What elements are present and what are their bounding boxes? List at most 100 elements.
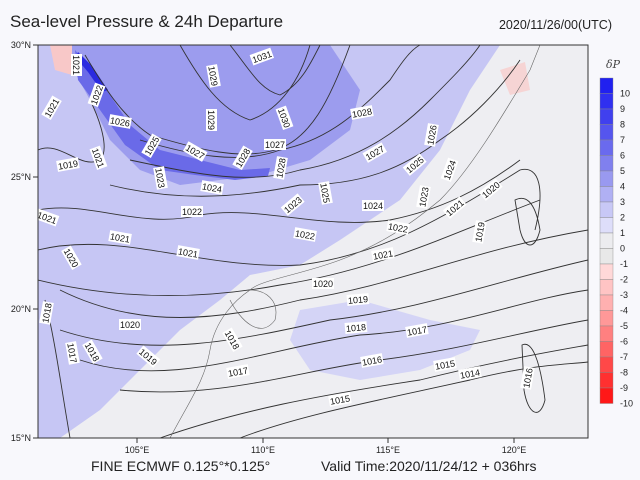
- legend-swatch: [599, 77, 614, 94]
- svg-text:1017: 1017: [227, 365, 248, 378]
- lon-tick-label: 120°E: [502, 445, 527, 455]
- legend-swatch: [599, 279, 614, 296]
- legend-label: -6: [620, 337, 628, 347]
- negative-departure-ne: [500, 62, 530, 95]
- legend-label: -4: [620, 306, 628, 316]
- legend-swatch: [599, 232, 614, 249]
- legend-swatch: [599, 387, 614, 404]
- legend-swatch: [599, 155, 614, 172]
- negative-departure-nw: [50, 45, 72, 75]
- isobar-label: 1029: [206, 64, 221, 88]
- isobar-label: 1022: [293, 227, 317, 242]
- legend-swatch: [599, 341, 614, 358]
- legend-swatch: [599, 217, 614, 234]
- svg-text:1016: 1016: [361, 354, 382, 367]
- legend-label: 6: [620, 151, 625, 161]
- svg-text:1024: 1024: [201, 181, 222, 194]
- isobar-label: 1017: [226, 364, 250, 379]
- legend-swatch: [599, 201, 614, 218]
- lat-tick-label: 20°N: [11, 304, 31, 314]
- svg-text:1026: 1026: [425, 124, 438, 145]
- isobar-label: 1017: [405, 323, 429, 338]
- svg-text:1022: 1022: [294, 228, 315, 241]
- legend-label: 3: [620, 197, 625, 207]
- legend-label: 7: [620, 135, 625, 145]
- svg-text:1019: 1019: [473, 221, 486, 242]
- legend-swatch: [599, 294, 614, 311]
- isobar-label: 1021: [108, 230, 132, 245]
- svg-text:1025: 1025: [318, 182, 331, 203]
- isobar-label: 1018: [344, 321, 368, 334]
- isobar-label: 1015: [433, 357, 457, 372]
- svg-text:1029: 1029: [206, 65, 219, 86]
- legend-swatch: [599, 93, 614, 110]
- isobar-label: 1018: [39, 301, 54, 325]
- svg-text:1019: 1019: [348, 294, 369, 306]
- legend-swatch: [599, 325, 614, 342]
- isobar-label: 1025: [318, 181, 333, 205]
- isobar-label: 1024: [200, 180, 224, 195]
- valid-time: Valid Time:2020/11/24/12 + 036hrs: [321, 458, 537, 474]
- isobar-label: 1028: [350, 105, 374, 120]
- lon-tick-label: 110°E: [251, 445, 275, 455]
- svg-text:1028: 1028: [351, 106, 372, 119]
- legend-label: 0: [620, 244, 625, 254]
- svg-text:1021: 1021: [71, 55, 81, 75]
- svg-text:1021: 1021: [372, 248, 393, 261]
- svg-text:1022: 1022: [387, 221, 408, 234]
- legend-label: 10: [620, 89, 630, 99]
- lon-tick-label: 105°E: [125, 445, 150, 455]
- svg-text:1022: 1022: [182, 207, 202, 217]
- forecast-datetime: 2020/11/26/00(UTC): [498, 18, 612, 32]
- isobar-label: 1015: [328, 392, 352, 407]
- svg-text:1024: 1024: [363, 201, 383, 211]
- legend-label: 9: [620, 104, 625, 114]
- coastline: [169, 45, 541, 438]
- isobar-label: 1021: [71, 54, 82, 76]
- legend-label: -3: [620, 290, 628, 300]
- legend-label: -9: [620, 383, 628, 393]
- legend-swatch: [599, 310, 614, 327]
- svg-text:1018: 1018: [40, 302, 53, 323]
- isobar-label: 1019: [56, 157, 80, 172]
- svg-text:1014: 1014: [459, 367, 480, 380]
- legend-label: -10: [620, 399, 633, 409]
- isobar-label: 1019: [346, 293, 370, 306]
- legend-title: δP: [606, 58, 621, 71]
- legend-label: 5: [620, 166, 625, 176]
- svg-text:1016: 1016: [521, 367, 534, 388]
- legend-label: -7: [620, 352, 628, 362]
- svg-text:1026: 1026: [109, 115, 130, 128]
- legend-label: -1: [620, 259, 628, 269]
- isobar-label: 1017: [65, 341, 80, 365]
- svg-text:1028: 1028: [274, 157, 287, 178]
- isobar-label: 1021: [176, 245, 200, 260]
- isobar-label: 1024: [362, 200, 384, 211]
- isobar-label: 1026: [424, 123, 439, 147]
- isobar-label: 1027: [264, 139, 286, 150]
- isobar-label: 1022: [386, 220, 410, 235]
- isobar-label: 1019: [472, 220, 487, 244]
- isobar-label: 1016: [520, 366, 535, 390]
- svg-text:1020: 1020: [120, 320, 140, 330]
- isobar-label: 1022: [181, 206, 203, 217]
- isobar-label: 1023: [416, 185, 431, 209]
- cold-core: [76, 52, 108, 92]
- svg-text:1029: 1029: [206, 110, 216, 130]
- svg-text:1023: 1023: [417, 186, 430, 207]
- svg-text:1015: 1015: [329, 393, 350, 406]
- lat-tick-label: 30°N: [11, 40, 31, 50]
- legend-swatch: [599, 263, 614, 280]
- isobar-label: 1016: [360, 353, 384, 368]
- isobar-label: 1020: [119, 319, 141, 330]
- svg-text:1021: 1021: [109, 231, 130, 244]
- isobar-label: 1014: [458, 366, 482, 381]
- svg-text:1021: 1021: [177, 246, 198, 259]
- isobar-label: 1026: [108, 114, 132, 129]
- isobars: [38, 45, 588, 438]
- positive-departure-south: [290, 300, 480, 380]
- legend-label: 8: [620, 120, 625, 130]
- isobar-label: 1023: [153, 166, 168, 190]
- isobar-label: 1029: [206, 109, 217, 131]
